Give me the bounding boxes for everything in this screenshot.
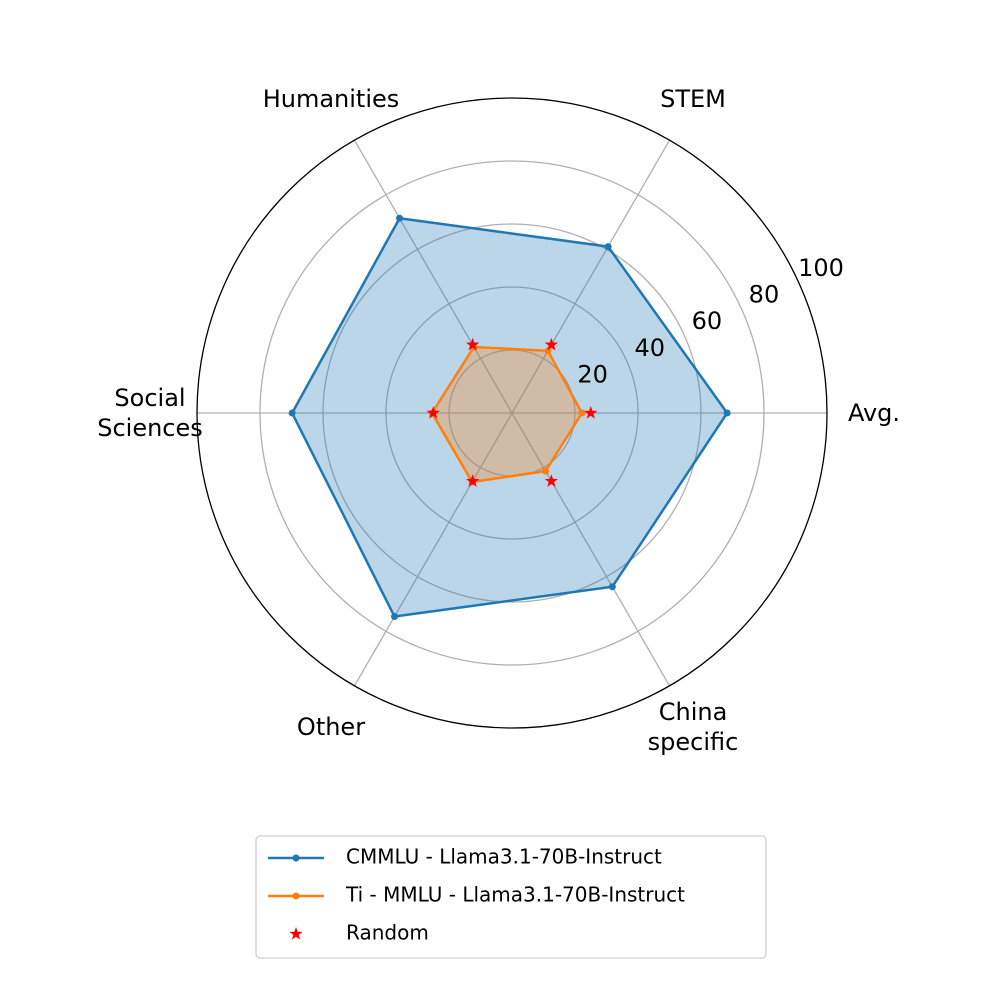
outer-ring [196, 97, 828, 729]
point-marker [604, 243, 612, 251]
category-label: Avg. [847, 399, 901, 427]
legend-marker [292, 892, 300, 900]
point-marker [426, 406, 440, 419]
r-tick-label: 20 [577, 360, 608, 388]
point-marker [396, 214, 404, 222]
category-label: China specific [647, 697, 739, 756]
point-marker [465, 337, 480, 351]
r-tick-label: 40 [634, 334, 665, 362]
legend-marker [292, 854, 300, 862]
point-marker [584, 406, 598, 419]
legend-label: Random [346, 921, 429, 945]
spoke [353, 139, 513, 414]
point-marker [544, 474, 559, 487]
legend-marker [289, 927, 303, 940]
point-marker [391, 613, 399, 621]
point-marker [608, 583, 616, 591]
legend-label: Ti - MMLU - Llama3.1-70B-Instruct [345, 883, 685, 907]
point-marker [288, 409, 296, 417]
category-label: Social Sciences [97, 384, 203, 442]
spoke [353, 412, 513, 687]
category-label: Humanities [262, 85, 400, 114]
category-label: Other [296, 712, 366, 741]
r-tick-label: 60 [692, 307, 723, 335]
r-tick-label: 100 [798, 254, 844, 282]
spoke [511, 412, 671, 687]
legend-label: CMMLU - Llama3.1-70B-Instruct [346, 845, 662, 869]
point-marker [578, 409, 586, 417]
point-marker [544, 347, 552, 355]
point-marker [723, 409, 731, 417]
point-marker [542, 467, 550, 475]
r-tick-label: 80 [749, 281, 780, 309]
point-marker [544, 337, 559, 351]
spoke [511, 139, 671, 414]
legend-box [255, 835, 767, 959]
category-label: STEM [660, 85, 726, 114]
point-marker [465, 474, 480, 487]
